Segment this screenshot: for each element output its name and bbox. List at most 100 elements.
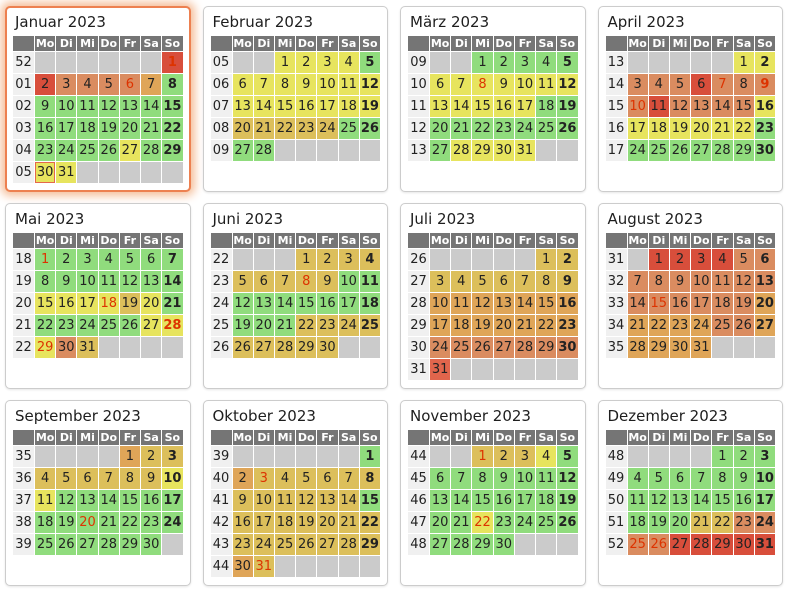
day-cell-februar-2023-9[interactable]: 9 bbox=[296, 74, 317, 95]
day-cell-juni-2023-22[interactable]: 22 bbox=[296, 315, 317, 336]
day-cell-april-2023-14[interactable]: 14 bbox=[712, 96, 733, 117]
day-cell-marz-2023-10[interactable]: 10 bbox=[514, 74, 536, 95]
day-cell-november-2023-29[interactable]: 29 bbox=[472, 534, 493, 555]
day-cell-januar-2023-8[interactable]: 8 bbox=[162, 74, 183, 95]
day-cell-november-2023-8[interactable]: 8 bbox=[472, 468, 493, 489]
day-cell-februar-2023-25[interactable]: 25 bbox=[338, 118, 359, 139]
day-cell-mai-2023-25[interactable]: 25 bbox=[98, 315, 119, 336]
day-cell-januar-2023-20[interactable]: 20 bbox=[119, 118, 141, 139]
day-cell-marz-2023-26[interactable]: 26 bbox=[557, 118, 578, 139]
day-cell-juni-2023-12[interactable]: 12 bbox=[232, 293, 253, 314]
day-cell-november-2023-5[interactable]: 5 bbox=[557, 446, 578, 467]
day-cell-oktober-2023-1[interactable]: 1 bbox=[359, 446, 380, 467]
day-cell-september-2023-11[interactable]: 11 bbox=[35, 490, 56, 511]
day-cell-november-2023-3[interactable]: 3 bbox=[514, 446, 536, 467]
day-cell-marz-2023-23[interactable]: 23 bbox=[493, 118, 514, 139]
day-cell-oktober-2023-7[interactable]: 7 bbox=[338, 468, 359, 489]
day-cell-april-2023-10[interactable]: 10 bbox=[627, 96, 648, 117]
day-cell-november-2023-25[interactable]: 25 bbox=[536, 512, 557, 533]
day-cell-oktober-2023-11[interactable]: 11 bbox=[274, 490, 296, 511]
day-cell-februar-2023-3[interactable]: 3 bbox=[317, 52, 338, 73]
day-cell-marz-2023-13[interactable]: 13 bbox=[430, 96, 451, 117]
day-cell-januar-2023-15[interactable]: 15 bbox=[162, 96, 183, 117]
day-cell-juni-2023-15[interactable]: 15 bbox=[296, 293, 317, 314]
day-cell-april-2023-6[interactable]: 6 bbox=[691, 74, 712, 95]
day-cell-juni-2023-17[interactable]: 17 bbox=[338, 293, 359, 314]
day-cell-juni-2023-13[interactable]: 13 bbox=[253, 293, 274, 314]
day-cell-oktober-2023-31[interactable]: 31 bbox=[253, 556, 274, 577]
day-cell-oktober-2023-25[interactable]: 25 bbox=[274, 534, 296, 555]
day-cell-juli-2023-10[interactable]: 10 bbox=[430, 293, 451, 314]
day-cell-mai-2023-18[interactable]: 18 bbox=[98, 293, 119, 314]
day-cell-dezember-2023-2[interactable]: 2 bbox=[733, 446, 754, 467]
day-cell-dezember-2023-29[interactable]: 29 bbox=[712, 534, 733, 555]
day-cell-august-2023-20[interactable]: 20 bbox=[754, 293, 775, 314]
day-cell-januar-2023-14[interactable]: 14 bbox=[141, 96, 162, 117]
day-cell-april-2023-17[interactable]: 17 bbox=[627, 118, 648, 139]
day-cell-marz-2023-17[interactable]: 17 bbox=[514, 96, 536, 117]
day-cell-februar-2023-12[interactable]: 12 bbox=[359, 74, 380, 95]
day-cell-juni-2023-5[interactable]: 5 bbox=[232, 271, 253, 292]
day-cell-september-2023-7[interactable]: 7 bbox=[98, 468, 119, 489]
day-cell-februar-2023-28[interactable]: 28 bbox=[253, 140, 274, 161]
day-cell-dezember-2023-4[interactable]: 4 bbox=[627, 468, 648, 489]
day-cell-dezember-2023-16[interactable]: 16 bbox=[733, 490, 754, 511]
day-cell-februar-2023-13[interactable]: 13 bbox=[232, 96, 253, 117]
day-cell-mai-2023-14[interactable]: 14 bbox=[162, 271, 183, 292]
day-cell-juni-2023-16[interactable]: 16 bbox=[317, 293, 338, 314]
day-cell-dezember-2023-10[interactable]: 10 bbox=[754, 468, 775, 489]
day-cell-september-2023-15[interactable]: 15 bbox=[119, 490, 141, 511]
day-cell-marz-2023-28[interactable]: 28 bbox=[451, 140, 472, 161]
day-cell-juni-2023-2[interactable]: 2 bbox=[317, 249, 338, 270]
day-cell-marz-2023-18[interactable]: 18 bbox=[536, 96, 557, 117]
day-cell-januar-2023-21[interactable]: 21 bbox=[141, 118, 162, 139]
day-cell-marz-2023-1[interactable]: 1 bbox=[472, 52, 493, 73]
day-cell-mai-2023-7[interactable]: 7 bbox=[162, 249, 183, 270]
day-cell-mai-2023-2[interactable]: 2 bbox=[56, 249, 77, 270]
day-cell-april-2023-25[interactable]: 25 bbox=[648, 140, 669, 161]
day-cell-august-2023-30[interactable]: 30 bbox=[669, 337, 691, 358]
day-cell-august-2023-18[interactable]: 18 bbox=[712, 293, 733, 314]
day-cell-dezember-2023-12[interactable]: 12 bbox=[648, 490, 669, 511]
day-cell-juli-2023-30[interactable]: 30 bbox=[557, 337, 578, 358]
day-cell-januar-2023-29[interactable]: 29 bbox=[162, 140, 183, 161]
day-cell-januar-2023-18[interactable]: 18 bbox=[77, 118, 98, 139]
day-cell-juli-2023-17[interactable]: 17 bbox=[430, 315, 451, 336]
day-cell-november-2023-14[interactable]: 14 bbox=[451, 490, 472, 511]
day-cell-februar-2023-2[interactable]: 2 bbox=[296, 52, 317, 73]
day-cell-mai-2023-9[interactable]: 9 bbox=[56, 271, 77, 292]
day-cell-september-2023-6[interactable]: 6 bbox=[77, 468, 98, 489]
day-cell-november-2023-23[interactable]: 23 bbox=[493, 512, 514, 533]
day-cell-april-2023-15[interactable]: 15 bbox=[733, 96, 754, 117]
day-cell-juni-2023-23[interactable]: 23 bbox=[317, 315, 338, 336]
day-cell-marz-2023-8[interactable]: 8 bbox=[472, 74, 493, 95]
day-cell-august-2023-7[interactable]: 7 bbox=[627, 271, 648, 292]
day-cell-januar-2023-23[interactable]: 23 bbox=[35, 140, 56, 161]
day-cell-mai-2023-23[interactable]: 23 bbox=[56, 315, 77, 336]
day-cell-juli-2023-21[interactable]: 21 bbox=[514, 315, 536, 336]
day-cell-dezember-2023-31[interactable]: 31 bbox=[754, 534, 775, 555]
day-cell-november-2023-1[interactable]: 1 bbox=[472, 446, 493, 467]
day-cell-april-2023-24[interactable]: 24 bbox=[627, 140, 648, 161]
day-cell-mai-2023-31[interactable]: 31 bbox=[77, 337, 98, 358]
day-cell-januar-2023-17[interactable]: 17 bbox=[56, 118, 77, 139]
day-cell-april-2023-9[interactable]: 9 bbox=[754, 74, 775, 95]
day-cell-september-2023-25[interactable]: 25 bbox=[35, 534, 56, 555]
day-cell-april-2023-8[interactable]: 8 bbox=[733, 74, 754, 95]
day-cell-august-2023-2[interactable]: 2 bbox=[669, 249, 691, 270]
day-cell-september-2023-9[interactable]: 9 bbox=[141, 468, 162, 489]
day-cell-mai-2023-26[interactable]: 26 bbox=[119, 315, 141, 336]
day-cell-juni-2023-14[interactable]: 14 bbox=[274, 293, 296, 314]
day-cell-marz-2023-16[interactable]: 16 bbox=[493, 96, 514, 117]
day-cell-marz-2023-12[interactable]: 12 bbox=[557, 74, 578, 95]
day-cell-juni-2023-7[interactable]: 7 bbox=[274, 271, 296, 292]
day-cell-april-2023-18[interactable]: 18 bbox=[648, 118, 669, 139]
day-cell-januar-2023-4[interactable]: 4 bbox=[77, 74, 98, 95]
day-cell-juli-2023-9[interactable]: 9 bbox=[557, 271, 578, 292]
day-cell-oktober-2023-18[interactable]: 18 bbox=[274, 512, 296, 533]
day-cell-november-2023-13[interactable]: 13 bbox=[430, 490, 451, 511]
day-cell-november-2023-4[interactable]: 4 bbox=[536, 446, 557, 467]
day-cell-september-2023-21[interactable]: 21 bbox=[98, 512, 119, 533]
day-cell-januar-2023-19[interactable]: 19 bbox=[98, 118, 119, 139]
day-cell-september-2023-16[interactable]: 16 bbox=[141, 490, 162, 511]
